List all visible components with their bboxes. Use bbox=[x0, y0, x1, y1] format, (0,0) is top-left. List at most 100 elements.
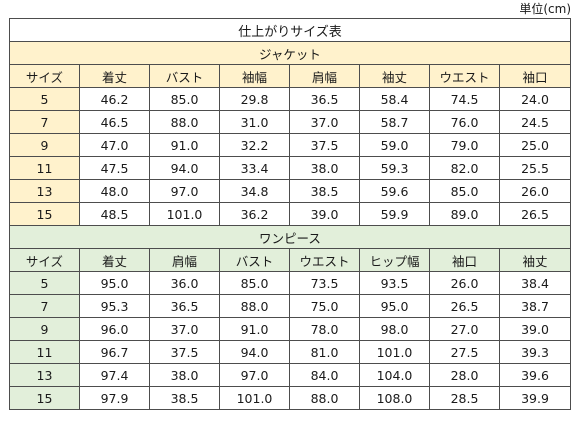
jacket-value-cell: 39.0 bbox=[289, 202, 360, 226]
onepiece-value-cell: 38.4 bbox=[499, 271, 571, 295]
onepiece-value-cell: 97.4 bbox=[79, 363, 150, 387]
onepiece-value-cell: 75.0 bbox=[289, 294, 360, 318]
onepiece-value-cell: 93.5 bbox=[359, 271, 430, 295]
onepiece-value-cell: 28.5 bbox=[429, 386, 500, 410]
jacket-value-cell: 88.0 bbox=[149, 110, 220, 134]
jacket-value-cell: 37.0 bbox=[289, 110, 360, 134]
onepiece-table-row: 9 96.0 37.0 91.0 78.0 98.0 27.0 39.0 bbox=[9, 317, 571, 341]
jacket-table-row: 15 48.5 101.0 36.2 39.0 59.9 89.0 26.5 bbox=[9, 202, 571, 226]
jacket-value-cell: 59.6 bbox=[359, 179, 430, 203]
onepiece-table-row: 15 97.9 38.5 101.0 88.0 108.0 28.5 39.9 bbox=[9, 386, 571, 410]
jacket-value-cell: 29.8 bbox=[219, 87, 290, 111]
onepiece-value-cell: 26.5 bbox=[429, 294, 500, 318]
jacket-header-col-3: 袖幅 bbox=[219, 64, 290, 88]
onepiece-value-cell: 95.3 bbox=[79, 294, 150, 318]
onepiece-value-cell: 96.7 bbox=[79, 340, 150, 364]
onepiece-size-cell: 15 bbox=[9, 386, 80, 410]
onepiece-value-cell: 73.5 bbox=[289, 271, 360, 295]
jacket-value-cell: 89.0 bbox=[429, 202, 500, 226]
onepiece-header-col-1: 着丈 bbox=[79, 248, 150, 272]
jacket-value-cell: 24.5 bbox=[499, 110, 571, 134]
size-table: 仕上がりサイズ表 ジャケット サイズ 着丈 バスト 袖幅 肩幅 袖丈 ウエスト 袖口 5 46.… bbox=[9, 18, 571, 410]
jacket-value-cell: 32.2 bbox=[219, 133, 290, 157]
jacket-value-cell: 24.0 bbox=[499, 87, 571, 111]
onepiece-value-cell: 38.5 bbox=[149, 386, 220, 410]
jacket-value-cell: 85.0 bbox=[149, 87, 220, 111]
onepiece-header-col-3: バスト bbox=[219, 248, 290, 272]
jacket-size-cell: 11 bbox=[9, 156, 80, 180]
jacket-value-cell: 74.5 bbox=[429, 87, 500, 111]
onepiece-value-cell: 101.0 bbox=[219, 386, 290, 410]
onepiece-size-cell: 5 bbox=[9, 271, 80, 295]
jacket-value-cell: 94.0 bbox=[149, 156, 220, 180]
jacket-size-cell: 15 bbox=[9, 202, 80, 226]
onepiece-size-cell: 11 bbox=[9, 340, 80, 364]
jacket-value-cell: 37.5 bbox=[289, 133, 360, 157]
jacket-section-label: ジャケット bbox=[9, 41, 571, 65]
jacket-value-cell: 76.0 bbox=[429, 110, 500, 134]
onepiece-table-row: 11 96.7 37.5 94.0 81.0 101.0 27.5 39.3 bbox=[9, 340, 571, 364]
onepiece-value-cell: 27.5 bbox=[429, 340, 500, 364]
jacket-value-cell: 25.5 bbox=[499, 156, 571, 180]
jacket-table-row: 5 46.2 85.0 29.8 36.5 58.4 74.5 24.0 bbox=[9, 87, 571, 111]
jacket-header-col-5: 袖丈 bbox=[359, 64, 430, 88]
onepiece-value-cell: 104.0 bbox=[359, 363, 430, 387]
onepiece-value-cell: 39.6 bbox=[499, 363, 571, 387]
jacket-value-cell: 58.7 bbox=[359, 110, 430, 134]
onepiece-size-cell: 7 bbox=[9, 294, 80, 318]
jacket-value-cell: 34.8 bbox=[219, 179, 290, 203]
onepiece-value-cell: 26.0 bbox=[429, 271, 500, 295]
onepiece-value-cell: 28.0 bbox=[429, 363, 500, 387]
jacket-value-cell: 36.5 bbox=[289, 87, 360, 111]
jacket-value-cell: 59.3 bbox=[359, 156, 430, 180]
jacket-size-cell: 5 bbox=[9, 87, 80, 111]
onepiece-value-cell: 91.0 bbox=[219, 317, 290, 341]
onepiece-table-row: 5 95.0 36.0 85.0 73.5 93.5 26.0 38.4 bbox=[9, 271, 571, 295]
onepiece-value-cell: 36.5 bbox=[149, 294, 220, 318]
jacket-size-cell: 7 bbox=[9, 110, 80, 134]
onepiece-header-row: サイズ 着丈 肩幅 バスト ウエスト ヒップ幅 袖口 袖丈 bbox=[9, 248, 571, 272]
onepiece-value-cell: 37.0 bbox=[149, 317, 220, 341]
jacket-value-cell: 59.0 bbox=[359, 133, 430, 157]
jacket-value-cell: 59.9 bbox=[359, 202, 430, 226]
jacket-header-col-1: 着丈 bbox=[79, 64, 150, 88]
jacket-header-col-6: ウエスト bbox=[429, 64, 500, 88]
jacket-value-cell: 46.5 bbox=[79, 110, 150, 134]
onepiece-value-cell: 39.0 bbox=[499, 317, 571, 341]
jacket-value-cell: 82.0 bbox=[429, 156, 500, 180]
onepiece-value-cell: 97.9 bbox=[79, 386, 150, 410]
jacket-header-size: サイズ bbox=[9, 64, 80, 88]
jacket-value-cell: 97.0 bbox=[149, 179, 220, 203]
onepiece-section-label: ワンピース bbox=[9, 225, 571, 249]
onepiece-header-col-5: ヒップ幅 bbox=[359, 248, 430, 272]
jacket-table-row: 7 46.5 88.0 31.0 37.0 58.7 76.0 24.5 bbox=[9, 110, 571, 134]
onepiece-value-cell: 101.0 bbox=[359, 340, 430, 364]
jacket-value-cell: 26.0 bbox=[499, 179, 571, 203]
jacket-header-row: サイズ 着丈 バスト 袖幅 肩幅 袖丈 ウエスト 袖口 bbox=[9, 64, 571, 88]
jacket-value-cell: 79.0 bbox=[429, 133, 500, 157]
onepiece-header-col-7: 袖丈 bbox=[499, 248, 571, 272]
onepiece-header-size: サイズ bbox=[9, 248, 80, 272]
onepiece-value-cell: 85.0 bbox=[219, 271, 290, 295]
onepiece-value-cell: 39.3 bbox=[499, 340, 571, 364]
jacket-value-cell: 38.0 bbox=[289, 156, 360, 180]
jacket-value-cell: 46.2 bbox=[79, 87, 150, 111]
onepiece-table-row: 13 97.4 38.0 97.0 84.0 104.0 28.0 39.6 bbox=[9, 363, 571, 387]
onepiece-value-cell: 38.7 bbox=[499, 294, 571, 318]
jacket-header-col-2: バスト bbox=[149, 64, 220, 88]
jacket-value-cell: 101.0 bbox=[149, 202, 220, 226]
jacket-value-cell: 33.4 bbox=[219, 156, 290, 180]
jacket-value-cell: 47.0 bbox=[79, 133, 150, 157]
jacket-value-cell: 85.0 bbox=[429, 179, 500, 203]
jacket-value-cell: 48.0 bbox=[79, 179, 150, 203]
onepiece-value-cell: 95.0 bbox=[359, 294, 430, 318]
jacket-table-row: 9 47.0 91.0 32.2 37.5 59.0 79.0 25.0 bbox=[9, 133, 571, 157]
onepiece-table-row: 7 95.3 36.5 88.0 75.0 95.0 26.5 38.7 bbox=[9, 294, 571, 318]
jacket-value-cell: 36.2 bbox=[219, 202, 290, 226]
onepiece-value-cell: 27.0 bbox=[429, 317, 500, 341]
onepiece-header-col-4: ウエスト bbox=[289, 248, 360, 272]
jacket-value-cell: 31.0 bbox=[219, 110, 290, 134]
onepiece-value-cell: 36.0 bbox=[149, 271, 220, 295]
jacket-value-cell: 25.0 bbox=[499, 133, 571, 157]
onepiece-value-cell: 108.0 bbox=[359, 386, 430, 410]
